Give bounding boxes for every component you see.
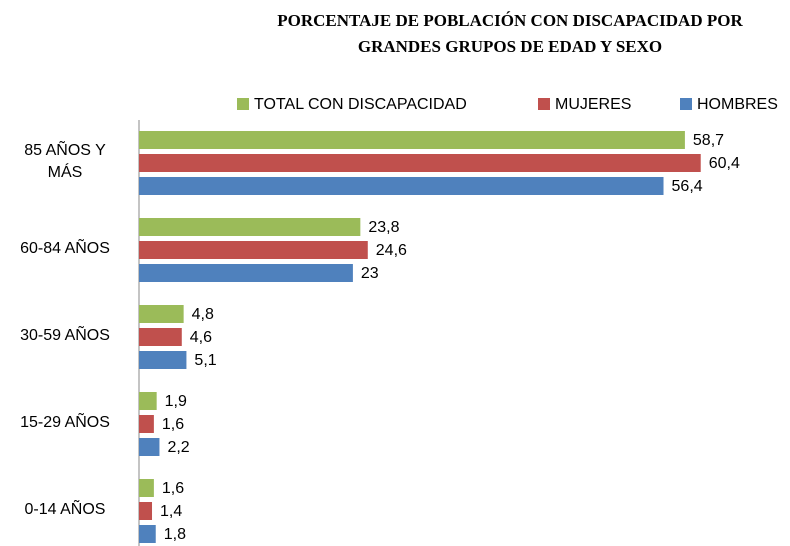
bar (139, 438, 160, 456)
value-label: 5,1 (194, 352, 216, 369)
value-label: 24,6 (376, 242, 407, 259)
value-label: 23,8 (368, 219, 399, 236)
value-label: 2,2 (167, 439, 189, 456)
bar (139, 177, 664, 195)
value-label: 1,8 (164, 526, 186, 543)
bar (139, 241, 368, 259)
bar (139, 328, 182, 346)
category-label: 60-84 AÑOS (20, 240, 110, 257)
legend-label: HOMBRES (697, 96, 778, 113)
value-label: 4,6 (190, 329, 212, 346)
bar (139, 525, 156, 543)
category-label-box: 30-59 AÑOS (20, 327, 110, 344)
bar (139, 218, 361, 236)
value-label: 1,4 (160, 503, 182, 520)
legend-label: MUJERES (555, 96, 631, 113)
bar (139, 305, 184, 323)
value-label: 1,9 (165, 393, 187, 410)
value-label: 1,6 (162, 416, 184, 433)
bar (139, 415, 154, 433)
category-label-box: 60-84 AÑOS (20, 240, 110, 257)
value-label: 4,8 (192, 306, 214, 323)
category-label-box: 85 AÑOS Y MÁS (24, 142, 106, 181)
bar (139, 502, 153, 520)
legend-label: TOTAL CON DISCAPACIDAD (254, 96, 467, 113)
bar (139, 264, 353, 282)
bar (139, 392, 157, 410)
category-label-box: 0-14 AÑOS (24, 501, 106, 518)
bar (139, 479, 154, 497)
value-label: 58,7 (693, 132, 724, 149)
value-label: 56,4 (672, 178, 703, 195)
bar (139, 154, 701, 172)
legend-swatch (538, 98, 550, 110)
category-label: 15-29 AÑOS (20, 414, 110, 431)
value-label: 1,6 (162, 480, 184, 497)
category-label: 30-59 AÑOS (20, 327, 110, 344)
chart-title: PORCENTAJE DE POBLACIÓN CON DISCAPACIDAD… (277, 11, 743, 56)
category-label-box: 15-29 AÑOS (20, 414, 110, 431)
bar (139, 131, 685, 149)
category-label: 0-14 AÑOS (24, 501, 106, 518)
value-label: 23 (361, 265, 379, 282)
category-label: 85 AÑOS Y MÁS (24, 142, 106, 181)
legend-swatch (237, 98, 249, 110)
bar (139, 351, 187, 369)
legend-swatch (680, 98, 692, 110)
value-label: 60,4 (709, 155, 740, 172)
